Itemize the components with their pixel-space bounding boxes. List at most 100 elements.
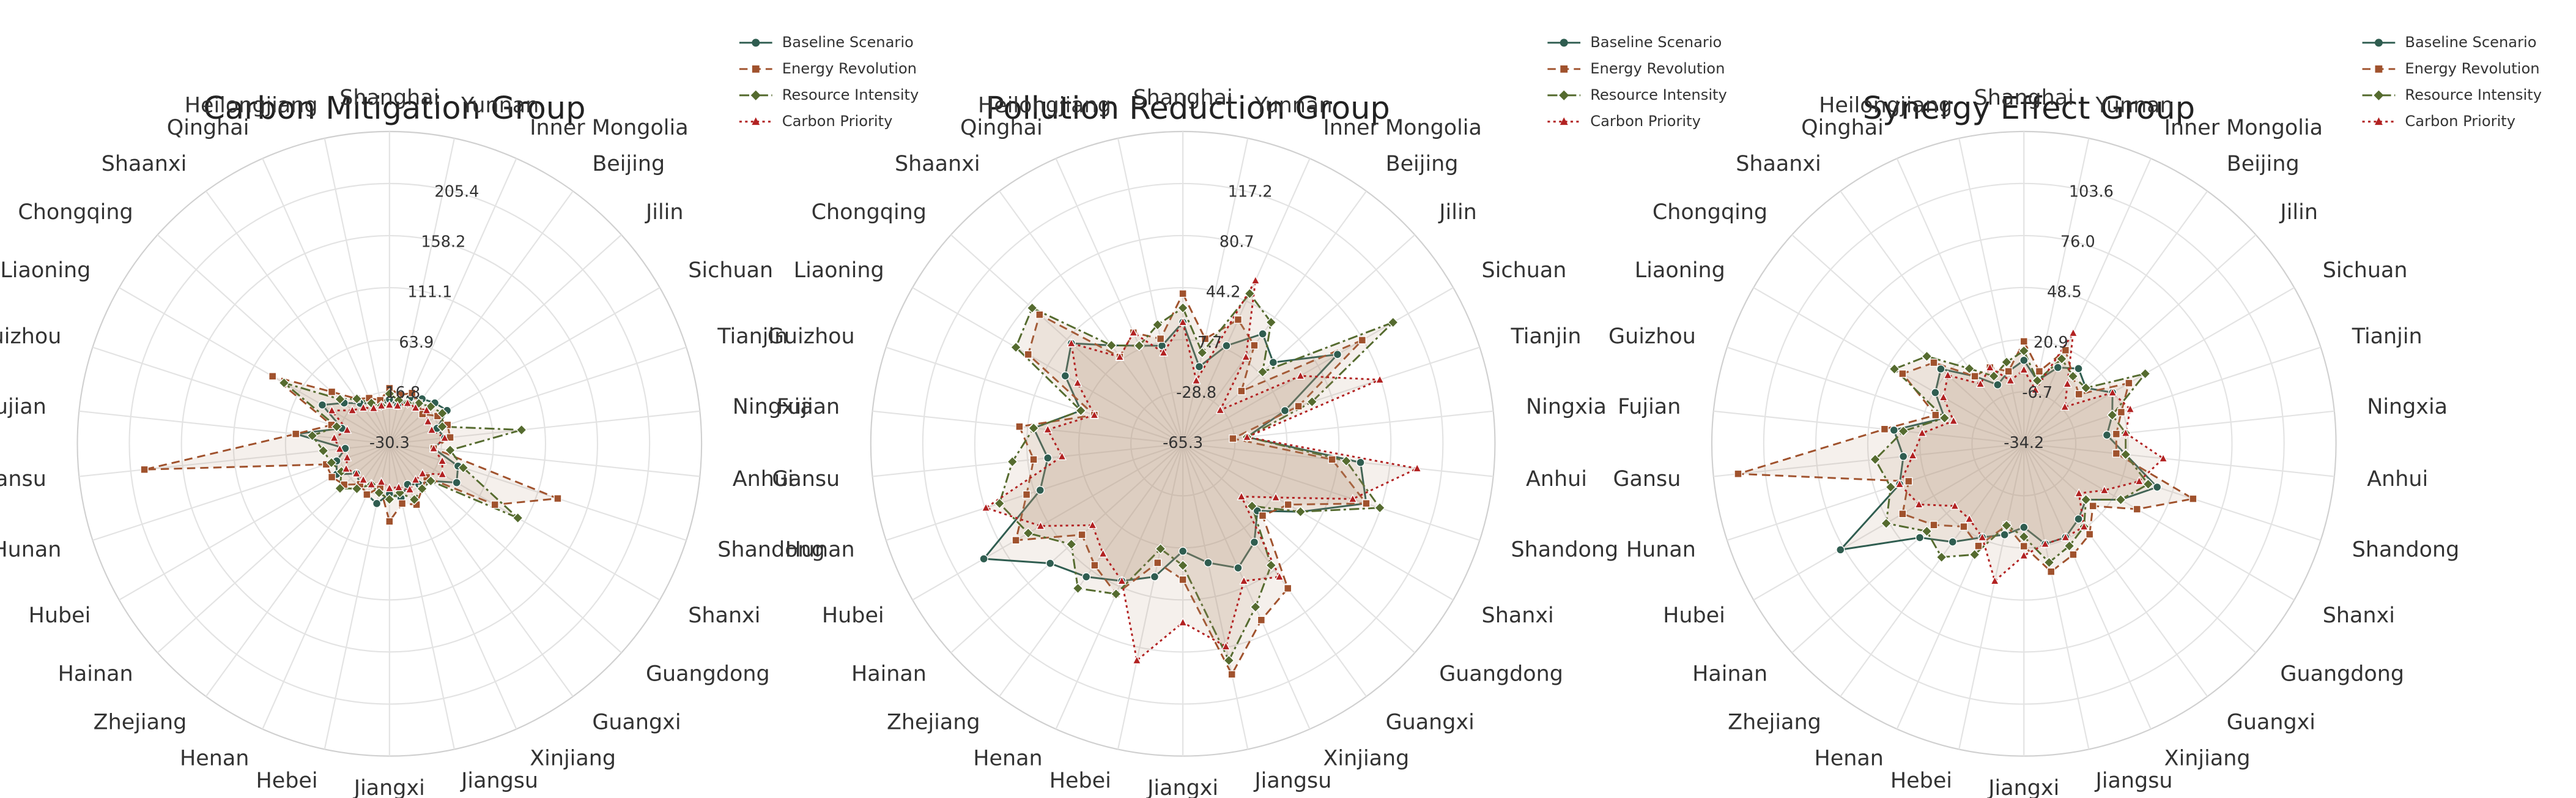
y-tick-label: 80.7	[1220, 233, 1254, 252]
spoke	[2023, 443, 2208, 697]
category-label: Zhejiang	[887, 710, 980, 735]
marker	[1179, 575, 1187, 584]
marker	[437, 421, 448, 433]
marker	[440, 433, 450, 442]
category-label: Hebei	[256, 769, 317, 793]
category-label: Anhui	[1526, 467, 1587, 491]
spoke	[1840, 190, 2025, 444]
spoke	[1896, 158, 2025, 444]
marker	[1242, 431, 1252, 441]
marker	[1284, 584, 1292, 592]
category-label: Shandong	[717, 537, 825, 562]
category-label: Heilongjiang	[978, 93, 1111, 117]
marker	[2112, 430, 2120, 438]
marker	[358, 474, 368, 484]
spoke	[1958, 443, 2025, 750]
marker	[1012, 536, 1020, 545]
marker	[1921, 351, 1933, 362]
marker	[1284, 500, 1292, 509]
marker	[383, 493, 395, 505]
legend-label: Baseline Scenario	[1590, 34, 1722, 51]
spoke	[1182, 158, 1311, 444]
marker	[408, 389, 416, 397]
marker	[423, 416, 433, 425]
category-label: Guizhou	[0, 324, 61, 349]
marker	[1949, 416, 1958, 425]
marker	[409, 494, 420, 505]
marker	[1988, 370, 2000, 382]
marker	[1265, 559, 1277, 571]
spoke	[1958, 138, 2025, 444]
marker	[2074, 364, 2083, 373]
marker	[1333, 350, 1342, 359]
marker	[347, 405, 357, 414]
marker	[1960, 522, 1968, 531]
marker	[2115, 494, 2126, 505]
marker	[2040, 539, 2050, 548]
spoke	[2023, 346, 2321, 445]
legend-label: Baseline Scenario	[2405, 34, 2536, 51]
spoke	[1182, 287, 1454, 445]
spoke	[324, 138, 390, 444]
marker	[2112, 449, 2120, 458]
marker	[2018, 531, 2030, 543]
marker	[425, 475, 437, 487]
legend-marker	[1559, 90, 1569, 100]
marker	[1073, 378, 1083, 387]
marker	[437, 455, 447, 465]
marker	[1914, 499, 1924, 509]
series-area	[1900, 333, 2164, 581]
chart-title: Synergy Effect Group	[1863, 91, 2196, 127]
category-label: Shandong	[1511, 537, 1619, 562]
y-tick-label: 111.1	[407, 283, 452, 302]
marker	[1931, 388, 1940, 397]
marker	[351, 393, 363, 405]
marker	[341, 463, 351, 473]
category-label: Hunan	[1626, 537, 1696, 562]
category-label: Liaoning	[0, 258, 91, 283]
marker	[334, 393, 346, 405]
marker	[2153, 482, 2162, 492]
spoke	[886, 346, 1183, 445]
marker	[1948, 537, 1957, 546]
marker	[981, 502, 991, 512]
category-label: Jiangsu	[2095, 769, 2173, 793]
marker	[418, 468, 427, 477]
marker	[352, 468, 361, 477]
marker	[2063, 540, 2075, 552]
marker	[1265, 316, 1277, 328]
category-label: Heilongjiang	[185, 93, 318, 117]
category-label: Heilongjiang	[1819, 93, 1952, 117]
category-label: Fujian	[1618, 395, 1681, 419]
category-label: Shanghai	[1133, 86, 1233, 110]
marker	[1155, 543, 1166, 554]
spoke	[2023, 158, 2152, 444]
category-label: Gansu	[772, 467, 840, 491]
category-label: Qinghai	[167, 116, 250, 140]
marker	[1306, 396, 1318, 408]
marker	[1043, 453, 1053, 463]
marker	[512, 512, 524, 524]
marker	[335, 444, 345, 453]
marker	[1023, 528, 1034, 539]
marker	[317, 445, 329, 457]
spoke	[1791, 234, 2024, 444]
category-label: Shanxi	[1482, 603, 1554, 628]
spoke	[1896, 443, 2025, 729]
legend-marker	[2374, 39, 2383, 47]
marker	[994, 498, 1005, 509]
category-label: Guizhou	[1608, 324, 1696, 349]
marker	[383, 388, 395, 400]
radar-chart: Synergy Effect Group -34.2 -6.7 20.9 48.5 76.…	[1608, 34, 2542, 798]
marker	[1917, 428, 1927, 437]
legend-label: Energy Revolution	[782, 60, 917, 77]
marker	[1015, 422, 1024, 431]
chart-title: Pollution Reduction Group	[985, 91, 1390, 127]
marker	[1022, 490, 1031, 499]
legend-label: Carbon Priority	[2405, 113, 2515, 130]
category-label: Chongqing	[1653, 200, 1767, 225]
category-label: Shandong	[2352, 537, 2460, 562]
marker	[2000, 356, 2012, 368]
spoke	[1182, 138, 1249, 444]
marker	[1885, 481, 1897, 493]
